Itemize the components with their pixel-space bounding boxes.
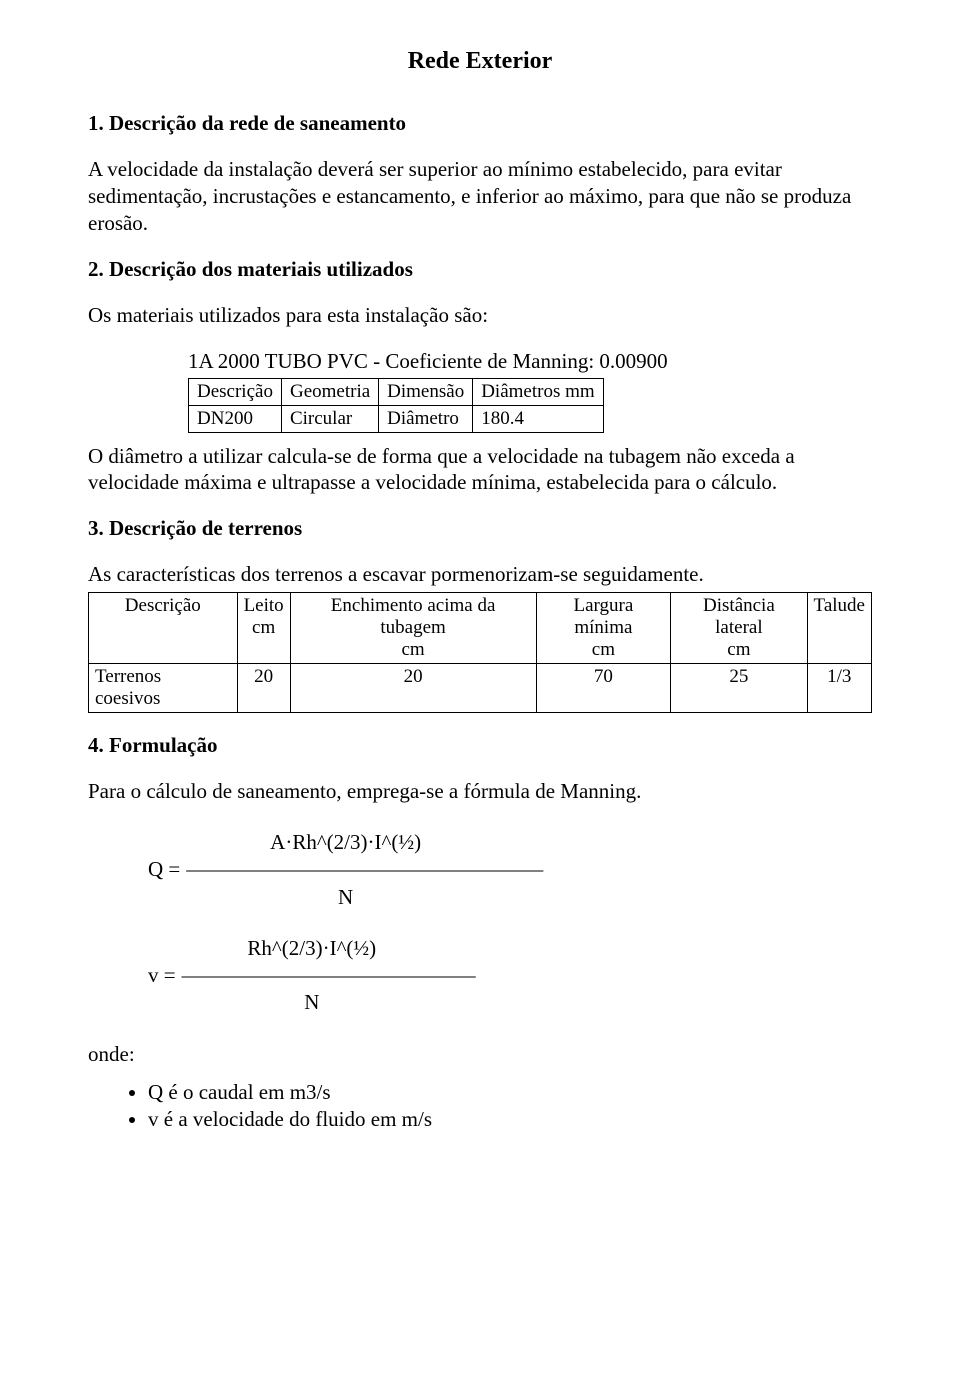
table-header-row: Descrição Leito cm Enchimento acima da t… xyxy=(89,593,872,664)
col-descricao: Descrição xyxy=(189,378,282,405)
col-distancia: Distância lateral cm xyxy=(671,593,807,664)
col-l2: cm xyxy=(727,639,750,660)
formula-q-lhs: Q = xyxy=(148,857,186,881)
formula-q-line: ————————————————— xyxy=(186,857,543,881)
col-l2: cm xyxy=(592,639,615,660)
cell-distancia: 25 xyxy=(671,664,807,713)
section-1-heading: 1. Descrição da rede de saneamento xyxy=(88,111,872,136)
col-l1: Descrição xyxy=(125,595,201,616)
cell-descricao: Terrenos coesivos xyxy=(89,664,238,713)
col-l1: Leito xyxy=(244,595,284,616)
cell-diametros: 180.4 xyxy=(473,405,603,432)
table-row: Terrenos coesivos 20 20 70 25 1/3 xyxy=(89,664,872,713)
formula-v-lhs: v = xyxy=(148,963,182,987)
table-row: DN200 Circular Diâmetro 180.4 xyxy=(189,405,604,432)
col-largura: Largura mínima cm xyxy=(536,593,671,664)
cell-dimensao: Diâmetro xyxy=(379,405,473,432)
materials-table-caption: 1A 2000 TUBO PVC - Coeficiente de Mannin… xyxy=(188,349,872,374)
doc-title: Rede Exterior xyxy=(88,48,872,75)
formula-q-num: A·Rh^(2/3)·I^(½) xyxy=(148,829,543,856)
formula-v-line: —————————————— xyxy=(182,963,476,987)
col-l2: cm xyxy=(402,639,425,660)
table-header-row: Descrição Geometria Dimensão Diâmetros m… xyxy=(189,378,604,405)
section-2-heading: 2. Descrição dos materiais utilizados xyxy=(88,257,872,282)
formula-v-num: Rh^(2/3)·I^(½) xyxy=(148,935,476,962)
terrain-table: Descrição Leito cm Enchimento acima da t… xyxy=(88,592,872,713)
cell-enchimento: 20 xyxy=(290,664,536,713)
cell-leito: 20 xyxy=(237,664,290,713)
col-diametros: Diâmetros mm xyxy=(473,378,603,405)
section-2-after: O diâmetro a utilizar calcula-se de form… xyxy=(88,443,872,497)
where-list: Q é o caudal em m3/s v é a velocidade do… xyxy=(88,1080,872,1132)
formula-q: A·Rh^(2/3)·I^(½) Q =————————————————— N xyxy=(148,829,872,911)
cell-talude: 1/3 xyxy=(807,664,871,713)
section-2-intro: Os materiais utilizados para esta instal… xyxy=(88,302,872,329)
list-item: Q é o caudal em m3/s xyxy=(148,1080,872,1105)
section-4-heading: 4. Formulação xyxy=(88,733,872,758)
onde-label: onde: xyxy=(88,1041,872,1068)
col-descricao: Descrição xyxy=(89,593,238,664)
cell-geometria: Circular xyxy=(281,405,378,432)
section-3-heading: 3. Descrição de terrenos xyxy=(88,516,872,541)
col-l1: Enchimento acima da tubagem xyxy=(331,595,496,638)
section-3-intro: As características dos terrenos a escava… xyxy=(88,561,872,588)
col-l1: Distância lateral xyxy=(703,595,775,638)
list-item: v é a velocidade do fluido em m/s xyxy=(148,1107,872,1132)
col-enchimento: Enchimento acima da tubagem cm xyxy=(290,593,536,664)
section-1-para: A velocidade da instalação deverá ser su… xyxy=(88,156,872,237)
col-l1: Largura mínima xyxy=(574,595,634,638)
col-geometria: Geometria xyxy=(281,378,378,405)
cell-largura: 70 xyxy=(536,664,671,713)
materials-table-wrap: 1A 2000 TUBO PVC - Coeficiente de Mannin… xyxy=(188,349,872,433)
formula-q-den: N xyxy=(148,884,543,911)
page: Rede Exterior 1. Descrição da rede de sa… xyxy=(0,0,960,1132)
col-dimensao: Dimensão xyxy=(379,378,473,405)
col-leito: Leito cm xyxy=(237,593,290,664)
col-talude: Talude xyxy=(807,593,871,664)
formula-v: Rh^(2/3)·I^(½) v =—————————————— N xyxy=(148,935,872,1017)
col-l1: Talude xyxy=(814,595,865,616)
col-l2: cm xyxy=(252,617,275,638)
cell-descricao: DN200 xyxy=(189,405,282,432)
section-4-intro: Para o cálculo de saneamento, emprega-se… xyxy=(88,778,872,805)
materials-table: Descrição Geometria Dimensão Diâmetros m… xyxy=(188,378,604,433)
formula-v-den: N xyxy=(148,989,476,1016)
